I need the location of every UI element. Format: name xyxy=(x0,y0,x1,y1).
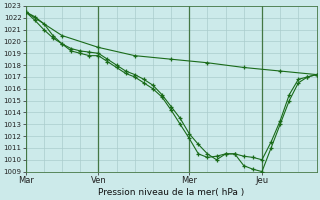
X-axis label: Pression niveau de la mer( hPa ): Pression niveau de la mer( hPa ) xyxy=(98,188,244,197)
